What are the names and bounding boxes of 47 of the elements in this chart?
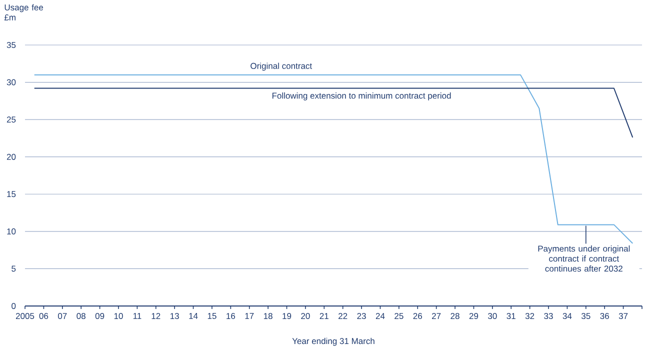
y-tick-label: 30 xyxy=(6,79,16,86)
annotation: Payments under original contract if contract continues after 2032 xyxy=(538,245,630,272)
x-tick-label: 34 xyxy=(562,313,572,320)
x-tick-label: 32 xyxy=(525,313,534,320)
y-tick-label: 20 xyxy=(6,154,16,160)
x-tick-label: 22 xyxy=(338,313,348,319)
x-tick-label: 18 xyxy=(264,313,272,320)
x-tick-label: 12 xyxy=(152,313,160,319)
x-tick-label: 29 xyxy=(469,313,478,320)
x-tick-label: 37 xyxy=(618,313,628,320)
y-tick-label: 10 xyxy=(7,228,16,234)
x-tick-label: 15 xyxy=(208,313,216,319)
x-tick-label: 31 xyxy=(506,313,516,320)
series-label: Original contract xyxy=(250,62,312,71)
x-tick-label: 06 xyxy=(39,313,48,320)
line-series xyxy=(34,74,634,244)
x-tick-label: 30 xyxy=(488,313,497,320)
x-tick-label: 09 xyxy=(95,313,104,320)
y-tick-label: 5 xyxy=(12,266,16,272)
x-tick-label: 08 xyxy=(76,313,86,320)
x-tick-label: 16 xyxy=(226,313,236,320)
x-tick-label: 21 xyxy=(320,313,328,319)
x-tick-label: 20 xyxy=(301,313,310,320)
x-tick-label: 2005 xyxy=(16,313,34,320)
x-tick-label: 36 xyxy=(600,313,609,320)
x-tick-label: 28 xyxy=(450,313,460,320)
y-tick-label: 0 xyxy=(12,302,16,309)
x-tick-label: 10 xyxy=(114,313,123,320)
x-tick-label: 26 xyxy=(413,313,422,320)
x-tick-label: 13 xyxy=(170,313,179,320)
x-tick-label: 25 xyxy=(394,313,404,320)
x-tick-label: 19 xyxy=(282,313,292,320)
x-axis-title: Year ending 31 March xyxy=(292,338,374,346)
y-axis-title: Usage fee £m xyxy=(4,4,44,20)
x-tick-label: 24 xyxy=(376,313,385,319)
y-tick-label: 25 xyxy=(6,116,16,123)
x-tick-label: 27 xyxy=(432,313,441,319)
x-tick-label: 17 xyxy=(245,313,254,319)
x-tick-label: 14 xyxy=(189,313,198,319)
y-tick-label: 15 xyxy=(7,191,16,198)
x-tick-label: 23 xyxy=(357,313,366,320)
series-label: Following extension to minimum contract period xyxy=(272,92,451,100)
y-tick-label: 35 xyxy=(6,42,16,48)
x-tick-label: 33 xyxy=(544,313,553,320)
x-tick-label: 11 xyxy=(133,313,142,319)
x-tick-label: 07 xyxy=(58,313,67,320)
x-tick-label: 35 xyxy=(582,313,590,320)
